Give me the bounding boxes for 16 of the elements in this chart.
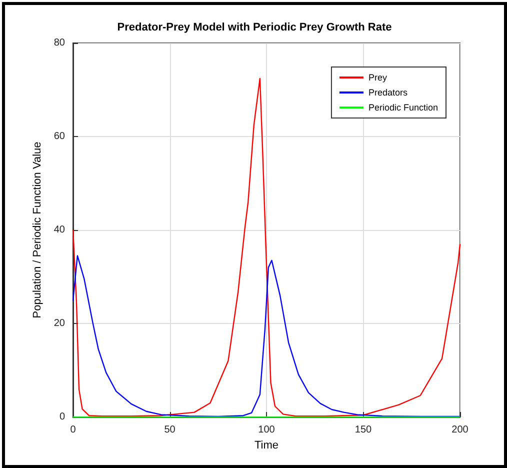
x-tick-label: 0 bbox=[70, 424, 76, 436]
x-tick-label: 100 bbox=[258, 424, 276, 436]
x-tick-label: 200 bbox=[452, 424, 469, 436]
y-tick-label: 80 bbox=[54, 38, 66, 48]
y-tick-label: 60 bbox=[54, 131, 66, 142]
y-tick-label: 0 bbox=[59, 412, 66, 422]
y-tick-label: 20 bbox=[54, 318, 66, 329]
legend-label: Prey bbox=[368, 72, 388, 82]
x-tick-label: 50 bbox=[164, 424, 176, 436]
legend-label: Predators bbox=[368, 88, 408, 98]
x-axis-title: Time bbox=[254, 439, 279, 452]
x-tick-label: 150 bbox=[354, 424, 372, 436]
chart-title: Predator-Prey Model with Periodic Prey Growth Rate bbox=[117, 22, 392, 34]
legend-label: Periodic Function bbox=[368, 102, 438, 112]
y-tick-label: 40 bbox=[54, 224, 66, 236]
y-axis-title: Population / Periodic Function Value bbox=[31, 142, 44, 318]
